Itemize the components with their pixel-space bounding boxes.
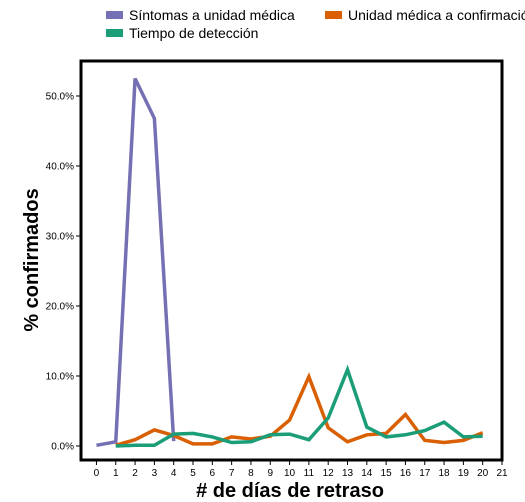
x-tick-label: 21: [496, 468, 508, 479]
x-tick-label: 2: [132, 468, 138, 479]
x-tick-label: 18: [439, 468, 451, 479]
x-tick-label: 19: [458, 468, 470, 479]
plot-frame: [81, 61, 502, 460]
legend-swatch-1: [106, 11, 123, 19]
x-tick-label: 6: [210, 468, 216, 479]
x-tick-label: 1: [113, 468, 119, 479]
x-tick-label: 20: [477, 468, 489, 479]
x-tick-label: 15: [381, 468, 393, 479]
x-tick-label: 14: [361, 468, 373, 479]
x-tick-label: 7: [229, 468, 235, 479]
x-tick-label: 5: [190, 468, 196, 479]
legend-label-2: Unidad médica a confirmación: [348, 7, 525, 23]
x-tick-label: 0: [94, 468, 100, 479]
x-axis-title: # de días de retraso: [196, 480, 384, 502]
x-axis: 0 1 2 3 4 5 6 7 8 9 10 11 12 13 14 15 16 17 18 19 20 21: [94, 462, 508, 480]
x-tick-label: 16: [400, 468, 412, 479]
x-tick-label: 17: [419, 468, 431, 479]
plot-area: [81, 61, 502, 460]
y-tick-label: 30.0%: [46, 232, 74, 243]
series-line-1: [96, 79, 173, 446]
x-tick-label: 12: [323, 468, 335, 479]
y-tick-label: 20.0%: [46, 302, 74, 313]
legend-label-1: Síntomas a unidad médica: [129, 7, 295, 23]
y-tick-label: 40.0%: [46, 162, 74, 173]
legend: Síntomas a unidad médica Unidad médica a …: [106, 7, 525, 41]
y-tick-label: 0.0%: [51, 442, 74, 453]
x-tick-label: 11: [304, 468, 315, 479]
y-tick-label: 50.0%: [46, 92, 74, 103]
x-tick-label: 3: [152, 468, 158, 479]
x-tick-label: 8: [248, 468, 254, 479]
x-tick-label: 13: [342, 468, 354, 479]
x-tick-label: 9: [267, 468, 273, 479]
y-axis: 0.0% 10.0% 20.0% 30.0% 40.0% 50.0%: [46, 92, 80, 453]
legend-label-3: Tiempo de detección: [129, 25, 258, 41]
legend-swatch-3: [106, 29, 123, 37]
x-tick-label: 4: [171, 468, 177, 479]
x-tick-label: 10: [284, 468, 296, 479]
y-tick-label: 10.0%: [46, 372, 74, 383]
y-axis-title: % confirmados: [21, 188, 43, 331]
legend-swatch-2: [325, 11, 342, 19]
